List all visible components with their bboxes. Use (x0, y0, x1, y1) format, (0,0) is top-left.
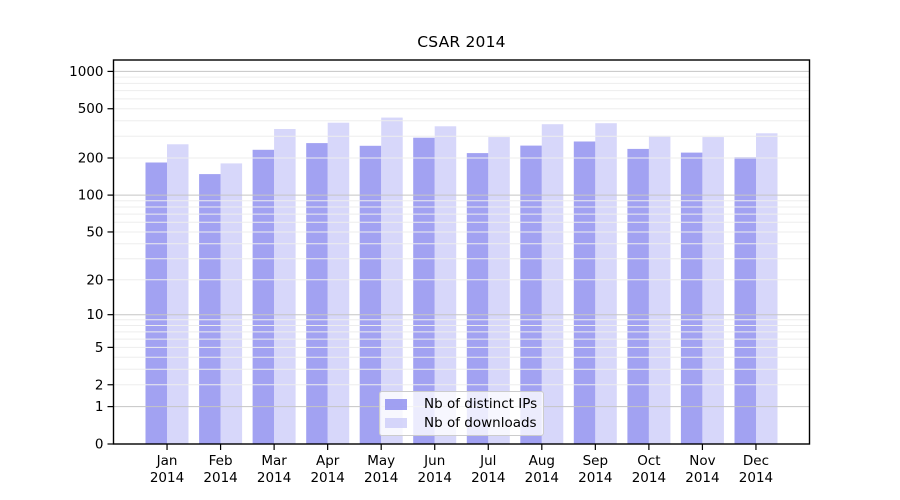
x-tick-label-year-dec: 2014 (739, 470, 773, 486)
x-tick-label-year-jul: 2014 (471, 470, 505, 486)
y-tick-label-500: 500 (78, 101, 104, 117)
legend-row-distinct-ips: Nb of distinct IPs (385, 395, 538, 414)
bar-downloads-jun (434, 126, 457, 445)
bar-downloads-aug (541, 124, 564, 444)
bar-downloads-apr (327, 122, 350, 444)
x-tick-label-year-nov: 2014 (685, 470, 719, 486)
bar-downloads-sep (595, 123, 617, 444)
x-tick-label-year-jun: 2014 (418, 470, 452, 486)
y-tick-label-100: 100 (78, 188, 104, 204)
y-tick-label-1: 1 (95, 399, 104, 415)
chart-title: CSAR 2014 (417, 33, 506, 51)
x-tick-label-year-oct: 2014 (632, 470, 666, 486)
x-tick-label-month-feb: Feb (209, 453, 233, 469)
bar-ips-nov (680, 152, 703, 444)
x-tick-label-month-nov: Nov (689, 453, 715, 469)
x-tick-label-month-dec: Dec (743, 453, 769, 469)
x-tick-label-year-mar: 2014 (257, 470, 291, 486)
tick-labels-layer: 01251020501002005001000Jan2014Feb2014Mar… (69, 64, 773, 486)
y-tick-label-2: 2 (95, 377, 104, 393)
plot-border (112, 59, 811, 445)
gridlines-layer (113, 70, 810, 408)
bar-ips-may (359, 145, 382, 445)
legend-row-downloads: Nb of downloads (385, 414, 537, 433)
bar-ips-jan (145, 162, 167, 444)
x-tick-label-year-feb: 2014 (203, 470, 237, 486)
bar-downloads-mar (274, 129, 296, 444)
x-tick-label-year-jan: 2014 (150, 470, 184, 486)
x-tick-label-month-may: May (367, 453, 395, 469)
x-tick-label-year-aug: 2014 (525, 470, 559, 486)
bar-downloads-oct (648, 135, 671, 444)
x-tick-label-month-oct: Oct (637, 453, 660, 469)
y-tick-label-50: 50 (86, 224, 103, 240)
y-tick-label-20: 20 (86, 272, 103, 288)
bar-downloads-may (381, 117, 403, 444)
x-tick-label-month-aug: Aug (529, 453, 555, 469)
x-tick-label-month-sep: Sep (583, 453, 608, 469)
bar-downloads-feb (220, 163, 243, 444)
bar-ips-apr (306, 143, 328, 444)
y-tick-label-0: 0 (95, 437, 104, 453)
y-tick-label-200: 200 (78, 150, 104, 166)
x-tick-label-month-jul: Jul (479, 453, 496, 469)
y-tick-label-10: 10 (86, 307, 103, 323)
bar-downloads-dec (756, 133, 778, 445)
x-tick-label-month-jun: Jun (423, 453, 445, 469)
legend-swatch-distinct-ips (385, 399, 407, 410)
bar-downloads-jan (167, 144, 189, 445)
x-tick-label-year-sep: 2014 (578, 470, 612, 486)
x-tick-label-year-apr: 2014 (310, 470, 344, 486)
bar-ips-oct (627, 148, 649, 444)
legend-label-distinct-ips: Nb of distinct IPs (424, 396, 538, 413)
bars-layer (145, 117, 778, 445)
y-tick-label-5: 5 (95, 340, 104, 356)
bar-ips-dec (734, 157, 756, 444)
x-tick-label-year-may: 2014 (364, 470, 398, 486)
x-tick-label-month-mar: Mar (261, 453, 287, 469)
axes-layer (107, 59, 811, 450)
bar-downloads-nov (702, 137, 724, 444)
x-tick-label-month-jan: Jan (156, 453, 178, 469)
bar-ips-jul (466, 153, 489, 444)
legend-label-downloads: Nb of downloads (424, 414, 537, 431)
bar-ips-feb (199, 174, 221, 444)
bar-ips-mar (252, 149, 275, 445)
x-tick-label-month-apr: Apr (316, 453, 340, 469)
legend: Nb of distinct IPs Nb of downloads (379, 391, 544, 436)
legend-swatch-downloads (385, 417, 407, 428)
y-tick-label-1000: 1000 (69, 64, 103, 80)
bar-ips-sep (573, 141, 596, 444)
